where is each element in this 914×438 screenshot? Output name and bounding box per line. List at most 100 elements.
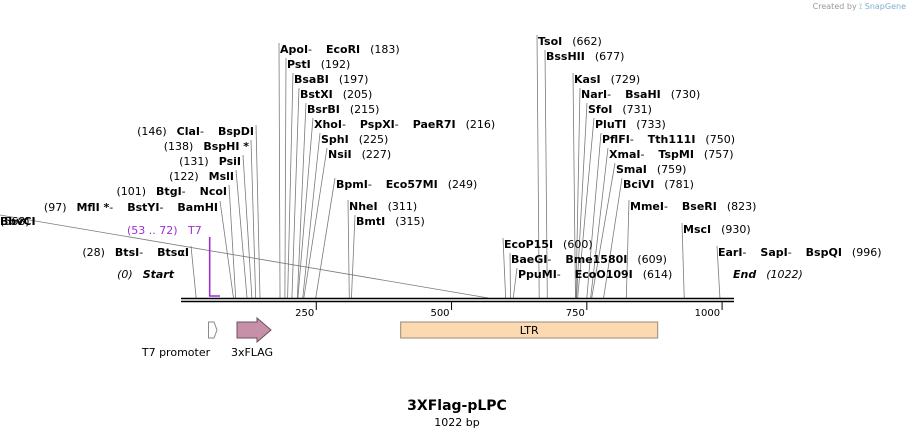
feature-3xflag[interactable] <box>236 316 272 344</box>
enzyme-name: EcoRI <box>326 43 360 56</box>
leader-line <box>590 147 609 299</box>
site-clai[interactable]: (146) ClaI - BspDI <box>137 125 254 138</box>
enzyme-name: SmaI <box>616 163 647 176</box>
t7-promoter-arrow-icon <box>208 321 218 339</box>
enzyme-name: BstXI <box>300 88 333 101</box>
plasmid-length: 1022 bp <box>434 416 480 429</box>
site-nsii[interactable]: NsiI (227) <box>328 148 391 161</box>
enzyme-name: BtsI <box>115 246 139 259</box>
site-ppumi[interactable]: PpuMI - EcoO109I (614) <box>518 268 672 281</box>
site-msli[interactable]: (122) MslI <box>169 170 234 183</box>
site-bsrbi[interactable]: BsrBI (215) <box>307 103 379 116</box>
enzyme-name: BspDI <box>218 125 254 138</box>
site-sfoi[interactable]: SfoI (731) <box>588 103 652 116</box>
enzyme-name: Bme1580I <box>565 253 627 266</box>
site-position: (97) <box>44 201 67 214</box>
leader-line <box>603 177 623 299</box>
enzyme-name: ApoI <box>280 43 308 56</box>
site-nari[interactable]: NarI - BsaHI (730) <box>581 88 700 101</box>
site-psii[interactable]: (131) PsiI <box>179 155 241 168</box>
leader-line <box>577 117 595 299</box>
site-bsshii[interactable]: BssHII (677) <box>546 50 624 63</box>
leader-line <box>512 267 518 299</box>
site-end[interactable]: End (1022) <box>733 268 803 281</box>
enzyme-name: Eco57MI <box>386 178 438 191</box>
leader-line <box>296 102 307 299</box>
leader-line <box>575 87 581 299</box>
site-xhoi[interactable]: XhoI - PspXI - PaeR7I (216) <box>314 118 495 131</box>
separator: - <box>630 133 634 146</box>
site-ecop15i[interactable]: EcoP15I (600) <box>504 238 593 251</box>
site-baegi[interactable]: BaeGI - Bme1580I (609) <box>511 253 667 266</box>
site-smai[interactable]: SmaI (759) <box>616 163 686 176</box>
site-bsabi[interactable]: BsaBI (197) <box>294 73 368 86</box>
site-kasi[interactable]: KasI (729) <box>574 73 640 86</box>
site-bbvci[interactable]: (568)BbvCI <box>0 215 36 228</box>
site-bmti[interactable]: BmtI (315) <box>356 215 425 228</box>
leader-line <box>0 214 489 299</box>
enzyme-name: MmeI <box>630 200 664 213</box>
enzyme-name: TspMI <box>658 148 694 161</box>
leader-line <box>625 199 630 299</box>
leader-line <box>576 102 588 299</box>
site-xmai[interactable]: XmaI - TspMI (757) <box>609 148 734 161</box>
site-msci[interactable]: MscI (930) <box>683 223 751 236</box>
site-position: (677) <box>595 50 625 63</box>
site-position: (731) <box>622 103 652 116</box>
primer-t7-label[interactable]: (53 .. 72) T7 <box>127 224 202 237</box>
enzyme-name: BtsαI <box>157 246 189 259</box>
enzyme-name: XmaI <box>609 148 640 161</box>
site-psti[interactable]: PstI (192) <box>287 58 350 71</box>
site-mfli[interactable]: (97) MflI * - BstYI - BamHI <box>44 201 218 214</box>
site-pluti[interactable]: PluTI (733) <box>595 118 666 131</box>
site-btsi[interactable]: (28) BtsI - BtsαI <box>82 246 189 259</box>
feature-t7-promoter[interactable] <box>208 321 218 339</box>
site-bsphi[interactable]: (138) BspHI * <box>164 140 250 153</box>
site-start[interactable]: (0) Start <box>117 268 175 281</box>
leader-line <box>716 245 721 299</box>
feature-ltr[interactable] <box>400 321 659 339</box>
site-eari[interactable]: EarI - SapI - BspQI (996) <box>718 246 882 259</box>
site-position: (600) <box>563 238 593 251</box>
site-position: (131) <box>179 155 209 168</box>
leader-line <box>347 199 350 299</box>
separator: - <box>368 178 372 191</box>
enzyme-name: BamHI <box>177 201 218 214</box>
enzyme-name: End <box>733 268 756 281</box>
separator: - <box>342 118 346 131</box>
site-btgi[interactable]: (101) BtgI - NcoI <box>116 185 227 198</box>
site-mmei[interactable]: MmeI - BseRI (823) <box>630 200 756 213</box>
separator: - <box>109 201 113 214</box>
primer-t7-arrow[interactable] <box>208 237 220 297</box>
site-sphi[interactable]: SphI (225) <box>321 133 388 146</box>
leader-line <box>255 124 261 299</box>
enzyme-name: PflFI <box>602 133 630 146</box>
site-bstxi[interactable]: BstXI (205) <box>300 88 372 101</box>
enzyme-name: PspXI <box>360 118 395 131</box>
enzyme-name: BseRI <box>682 200 717 213</box>
enzyme-name: SphI <box>321 133 349 146</box>
leader-line <box>228 184 237 299</box>
site-bcivi[interactable]: BciVI (781) <box>623 178 694 191</box>
site-leaders <box>0 34 721 299</box>
site-bpmi[interactable]: BpmI - Eco57MI (249) <box>336 178 477 191</box>
separator: - <box>139 246 143 259</box>
site-position: (225) <box>359 133 389 146</box>
3xflag-arrow-icon <box>236 316 272 344</box>
site-position: (192) <box>321 58 351 71</box>
site-nhei[interactable]: NheI (311) <box>349 200 417 213</box>
separator: - <box>607 88 611 101</box>
separator: - <box>640 148 644 161</box>
leader-line <box>287 72 294 299</box>
separator: - <box>395 118 399 131</box>
enzyme-name: BbvCI <box>0 215 36 228</box>
site-position: (609) <box>637 253 667 266</box>
primer-name: T7 <box>187 224 202 237</box>
site-position: (216) <box>466 118 496 131</box>
site-pflfi[interactable]: PflFI - Tth111I (750) <box>602 133 735 146</box>
credit: Created by ⟟ SnapGene <box>813 2 906 12</box>
enzyme-name: BaeGI <box>511 253 547 266</box>
site-position: (122) <box>169 170 199 183</box>
site-tsoi[interactable]: TsoI (662) <box>538 35 602 48</box>
site-apoi[interactable]: ApoI - EcoRI (183) <box>280 43 400 56</box>
